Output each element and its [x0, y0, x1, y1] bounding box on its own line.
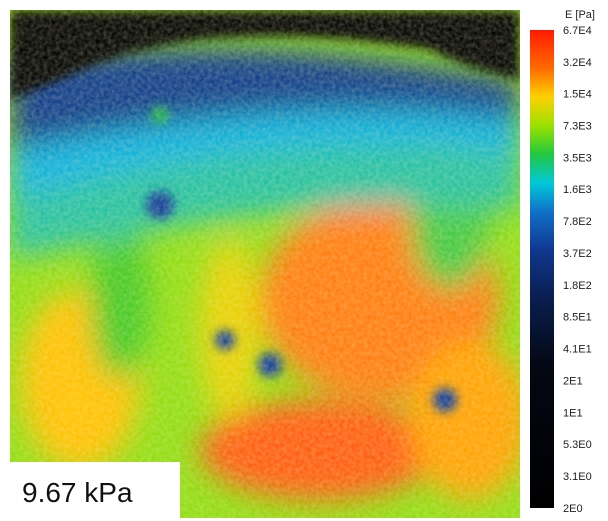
colorbar-tick-label: 1.8E2: [563, 280, 592, 292]
colorbar: [530, 30, 554, 508]
colorbar-tick-label: 1.5E4: [563, 89, 592, 101]
stiffness-map: [10, 10, 520, 518]
colorbar-ticks: 6.7E4 3.2E4 1.5E4 7.3E3 3.5E3 1.6E3 7.8E2 3.7E2…: [563, 25, 592, 515]
colorbar-tick-label: 1.6E3: [563, 184, 592, 196]
colorbar-tick-label: 3.1E0: [563, 471, 592, 483]
pressure-label: 9.67 kPa: [22, 477, 133, 508]
colorbar-tick-label: 3.5E3: [563, 152, 592, 164]
colorbar-tick-label: 3.2E4: [563, 57, 592, 69]
colorbar-tick-label: 5.3E0: [563, 439, 592, 451]
colorbar-tick-label: 6.7E4: [563, 25, 592, 37]
colorbar-tick-label: 2E0: [563, 503, 583, 515]
label-box: [10, 462, 180, 518]
colorbar-tick-label: 2E1: [563, 375, 583, 387]
colorbar-tick-label: 4.1E1: [563, 344, 592, 356]
colorbar-tick-label: 3.7E2: [563, 248, 592, 260]
colorbar-tick-label: 8.5E1: [563, 312, 592, 324]
colorbar-tick-label: 1E1: [563, 407, 583, 419]
colorbar-title: E [Pa]: [565, 9, 595, 21]
colorbar-tick-label: 7.3E3: [563, 121, 592, 133]
colorbar-tick-label: 7.8E2: [563, 216, 592, 228]
